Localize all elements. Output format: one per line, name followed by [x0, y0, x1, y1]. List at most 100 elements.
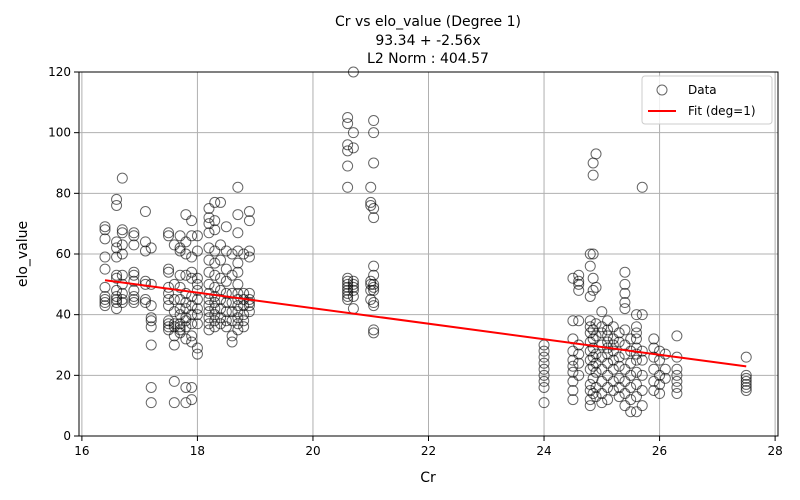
data-point	[243, 287, 255, 299]
data-point	[619, 303, 631, 315]
data-point	[671, 330, 683, 342]
data-point	[128, 227, 140, 239]
data-point	[538, 375, 550, 387]
data-point	[186, 300, 198, 312]
data-point	[111, 290, 123, 302]
data-point	[630, 354, 642, 366]
data-point	[180, 397, 192, 409]
data-point	[191, 272, 203, 284]
data-point	[191, 318, 203, 330]
data-point	[625, 369, 637, 381]
data-point	[587, 248, 599, 260]
data-point	[220, 275, 232, 287]
data-point	[215, 303, 227, 315]
data-point	[186, 330, 198, 342]
y-axis-ticks: 0 20 40 60 80 100 120	[48, 65, 79, 443]
data-point	[596, 375, 608, 387]
data-point	[342, 145, 354, 157]
data-point	[607, 375, 619, 387]
data-point	[238, 248, 250, 260]
data-point	[613, 360, 625, 372]
data-point	[584, 321, 596, 333]
data-point	[567, 366, 579, 378]
data-point	[215, 196, 227, 208]
data-point	[220, 263, 232, 275]
data-point	[111, 303, 123, 315]
data-point	[139, 294, 151, 305]
data-point	[630, 327, 642, 339]
data-point	[116, 172, 128, 184]
data-point	[342, 118, 354, 130]
data-point	[128, 239, 140, 251]
data-point	[168, 321, 180, 333]
data-point	[584, 336, 596, 348]
y-tick-label: 0	[63, 429, 71, 443]
x-tick-label: 22	[421, 444, 436, 458]
data-point	[567, 385, 579, 396]
data-point	[215, 254, 227, 266]
data-point	[243, 215, 255, 227]
data-point	[342, 112, 354, 123]
data-point	[220, 287, 232, 299]
data-point	[538, 345, 550, 357]
data-point	[630, 309, 642, 321]
data-point	[625, 381, 637, 393]
data-point	[596, 363, 608, 375]
data-point	[740, 372, 752, 384]
data-point	[368, 327, 380, 339]
data-point	[226, 297, 238, 309]
data-point	[584, 394, 596, 406]
data-point	[347, 303, 359, 315]
data-point	[671, 388, 683, 400]
data-point	[368, 127, 380, 139]
x-axis-label: Cr	[420, 470, 436, 486]
x-tick-label: 16	[74, 444, 89, 458]
data-point	[625, 406, 637, 418]
data-point	[630, 321, 642, 333]
data-point	[203, 278, 215, 290]
data-point	[590, 357, 602, 369]
data-point	[619, 400, 631, 412]
data-point	[163, 266, 175, 278]
data-point	[368, 203, 380, 214]
data-point	[365, 294, 377, 305]
data-point	[232, 300, 244, 312]
data-point	[209, 315, 221, 327]
data-point	[209, 196, 221, 208]
data-point	[209, 245, 221, 257]
data-point	[220, 221, 232, 233]
data-point	[99, 300, 111, 312]
data-point	[590, 318, 602, 330]
legend-data-label: Data	[688, 83, 717, 97]
data-point	[226, 269, 238, 281]
data-point	[613, 336, 625, 348]
data-point	[111, 236, 123, 248]
data-point	[630, 406, 642, 418]
data-point	[368, 157, 380, 169]
data-point	[567, 315, 579, 327]
data-point	[368, 269, 380, 281]
data-point	[347, 142, 359, 154]
data-point	[347, 284, 359, 296]
data-point	[347, 278, 359, 290]
data-point	[607, 345, 619, 357]
x-axis-ticks: 16 18 20 22 24 26 28	[74, 436, 783, 458]
data-point	[186, 394, 198, 406]
chart-title: Cr vs elo_value (Degree 1)	[335, 14, 521, 30]
data-point	[636, 354, 648, 366]
data-point	[567, 394, 579, 406]
data-point	[191, 342, 203, 354]
data-point	[168, 375, 180, 387]
data-point	[180, 312, 192, 324]
data-point	[232, 209, 244, 221]
data-point	[619, 324, 631, 336]
data-point	[602, 324, 614, 336]
data-point	[671, 375, 683, 387]
data-point	[740, 381, 752, 393]
data-point	[584, 327, 596, 339]
data-point	[613, 372, 625, 384]
data-point	[99, 224, 111, 236]
data-point	[619, 339, 631, 351]
data-point	[342, 278, 354, 290]
data-point	[209, 290, 221, 302]
